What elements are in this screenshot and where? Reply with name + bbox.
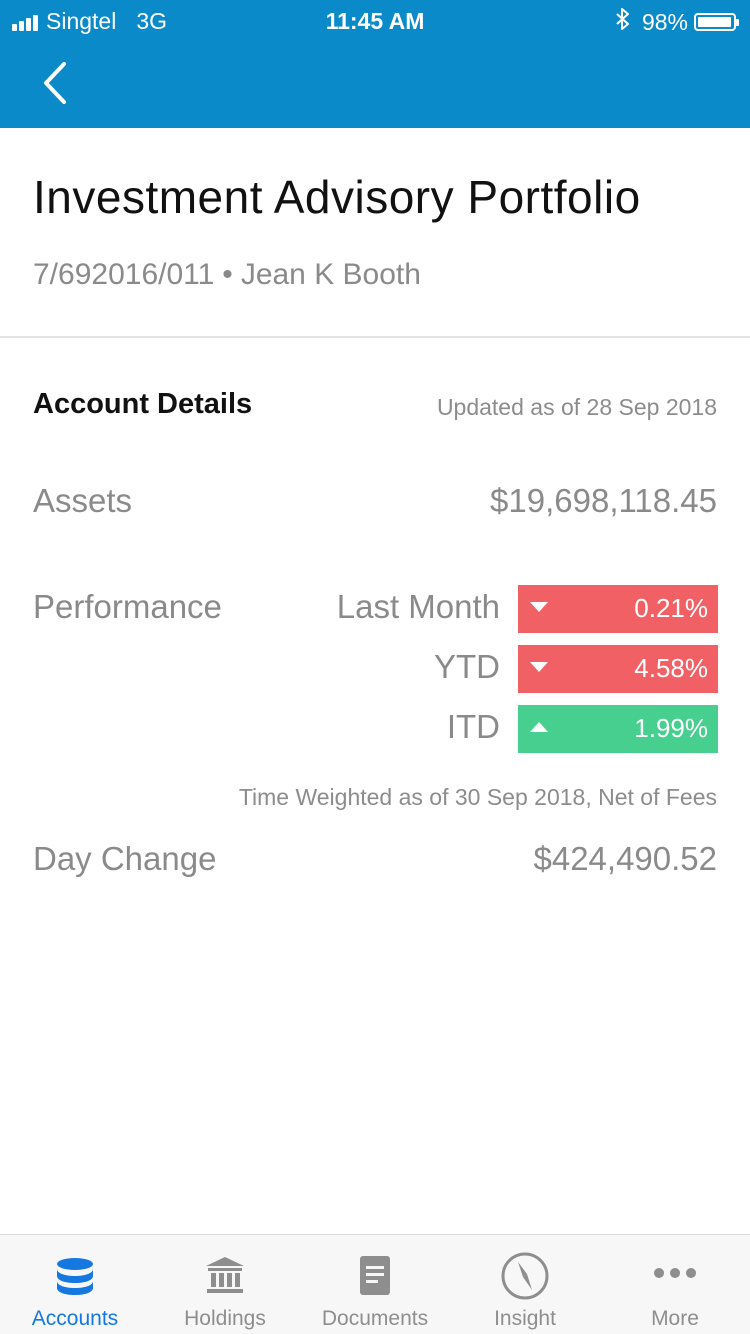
arrow-down-icon [530,602,548,612]
tab-documents[interactable]: Documents [300,1235,450,1334]
day-change-label: Day Change [33,840,217,877]
database-icon [50,1251,100,1301]
performance-note: Time Weighted as of 30 Sep 2018, Net of … [238,784,717,810]
chevron-left-icon [44,62,66,104]
top-bar: Singtel 3G 11:45 AM 98% [0,0,750,128]
tab-label: Holdings [184,1307,266,1330]
day-change-value: $424,490.52 [533,840,717,877]
battery-icon [694,13,739,31]
performance-badge-ytd: 4.58% [518,645,718,693]
arrow-down-icon [530,662,548,672]
performance-name-ytd: YTD [434,648,500,685]
document-icon [350,1251,400,1301]
battery-percent: 98% [641,8,688,35]
status-right: 98% [616,8,739,36]
tab-label: Accounts [31,1307,119,1330]
status-time: 11:45 AM [325,8,425,34]
battery-fill [698,17,732,27]
tab-label: More [651,1307,699,1330]
account-number: 7/692016/011 [33,258,215,291]
tab-label: Documents [321,1307,429,1330]
subtitle-separator: • [222,258,233,291]
tab-label: Insight [494,1307,556,1330]
arrow-up-icon [530,722,548,732]
bank-icon [200,1251,250,1301]
updated-date: Updated as of 28 Sep 2018 [436,394,717,420]
signal-icon [12,13,40,31]
tab-bar: Accounts Holdings [0,1234,750,1334]
performance-value: 4.58% [634,653,708,683]
tab-insight[interactable]: Insight [450,1235,600,1334]
performance-value: 1.99% [634,713,708,743]
tab-accounts[interactable]: Accounts [0,1235,150,1334]
assets-label: Assets [33,482,133,519]
tab-holdings[interactable]: Holdings [150,1235,300,1334]
assets-value: $19,698,118.45 [490,482,717,519]
title-block: Investment Advisory Portfolio 7/692016/0… [0,128,750,338]
status-left: Singtel 3G [12,8,167,35]
account-owner: Jean K Booth [240,258,421,291]
compass-icon [500,1251,550,1301]
performance-name-last-month: Last Month [336,588,500,625]
more-icon [650,1251,700,1301]
status-bar: Singtel 3G 11:45 AM 98% [0,0,750,40]
page-title: Investment Advisory Portfolio [33,171,641,223]
performance-label: Performance [33,588,222,625]
performance-name-itd: ITD [446,708,500,745]
performance-badge-last-month: 0.21% [518,585,718,633]
performance-badge-itd: 1.99% [518,705,718,753]
bluetooth-icon [616,8,630,36]
performance-value: 0.21% [634,593,708,623]
account-subtitle: 7/692016/011 • Jean K Booth [33,258,421,292]
back-button[interactable] [36,58,76,108]
network-type: 3G [136,8,168,34]
account-details-heading: Account Details [33,388,253,420]
tab-more[interactable]: More [600,1235,750,1334]
carrier-name: Singtel [46,8,117,34]
